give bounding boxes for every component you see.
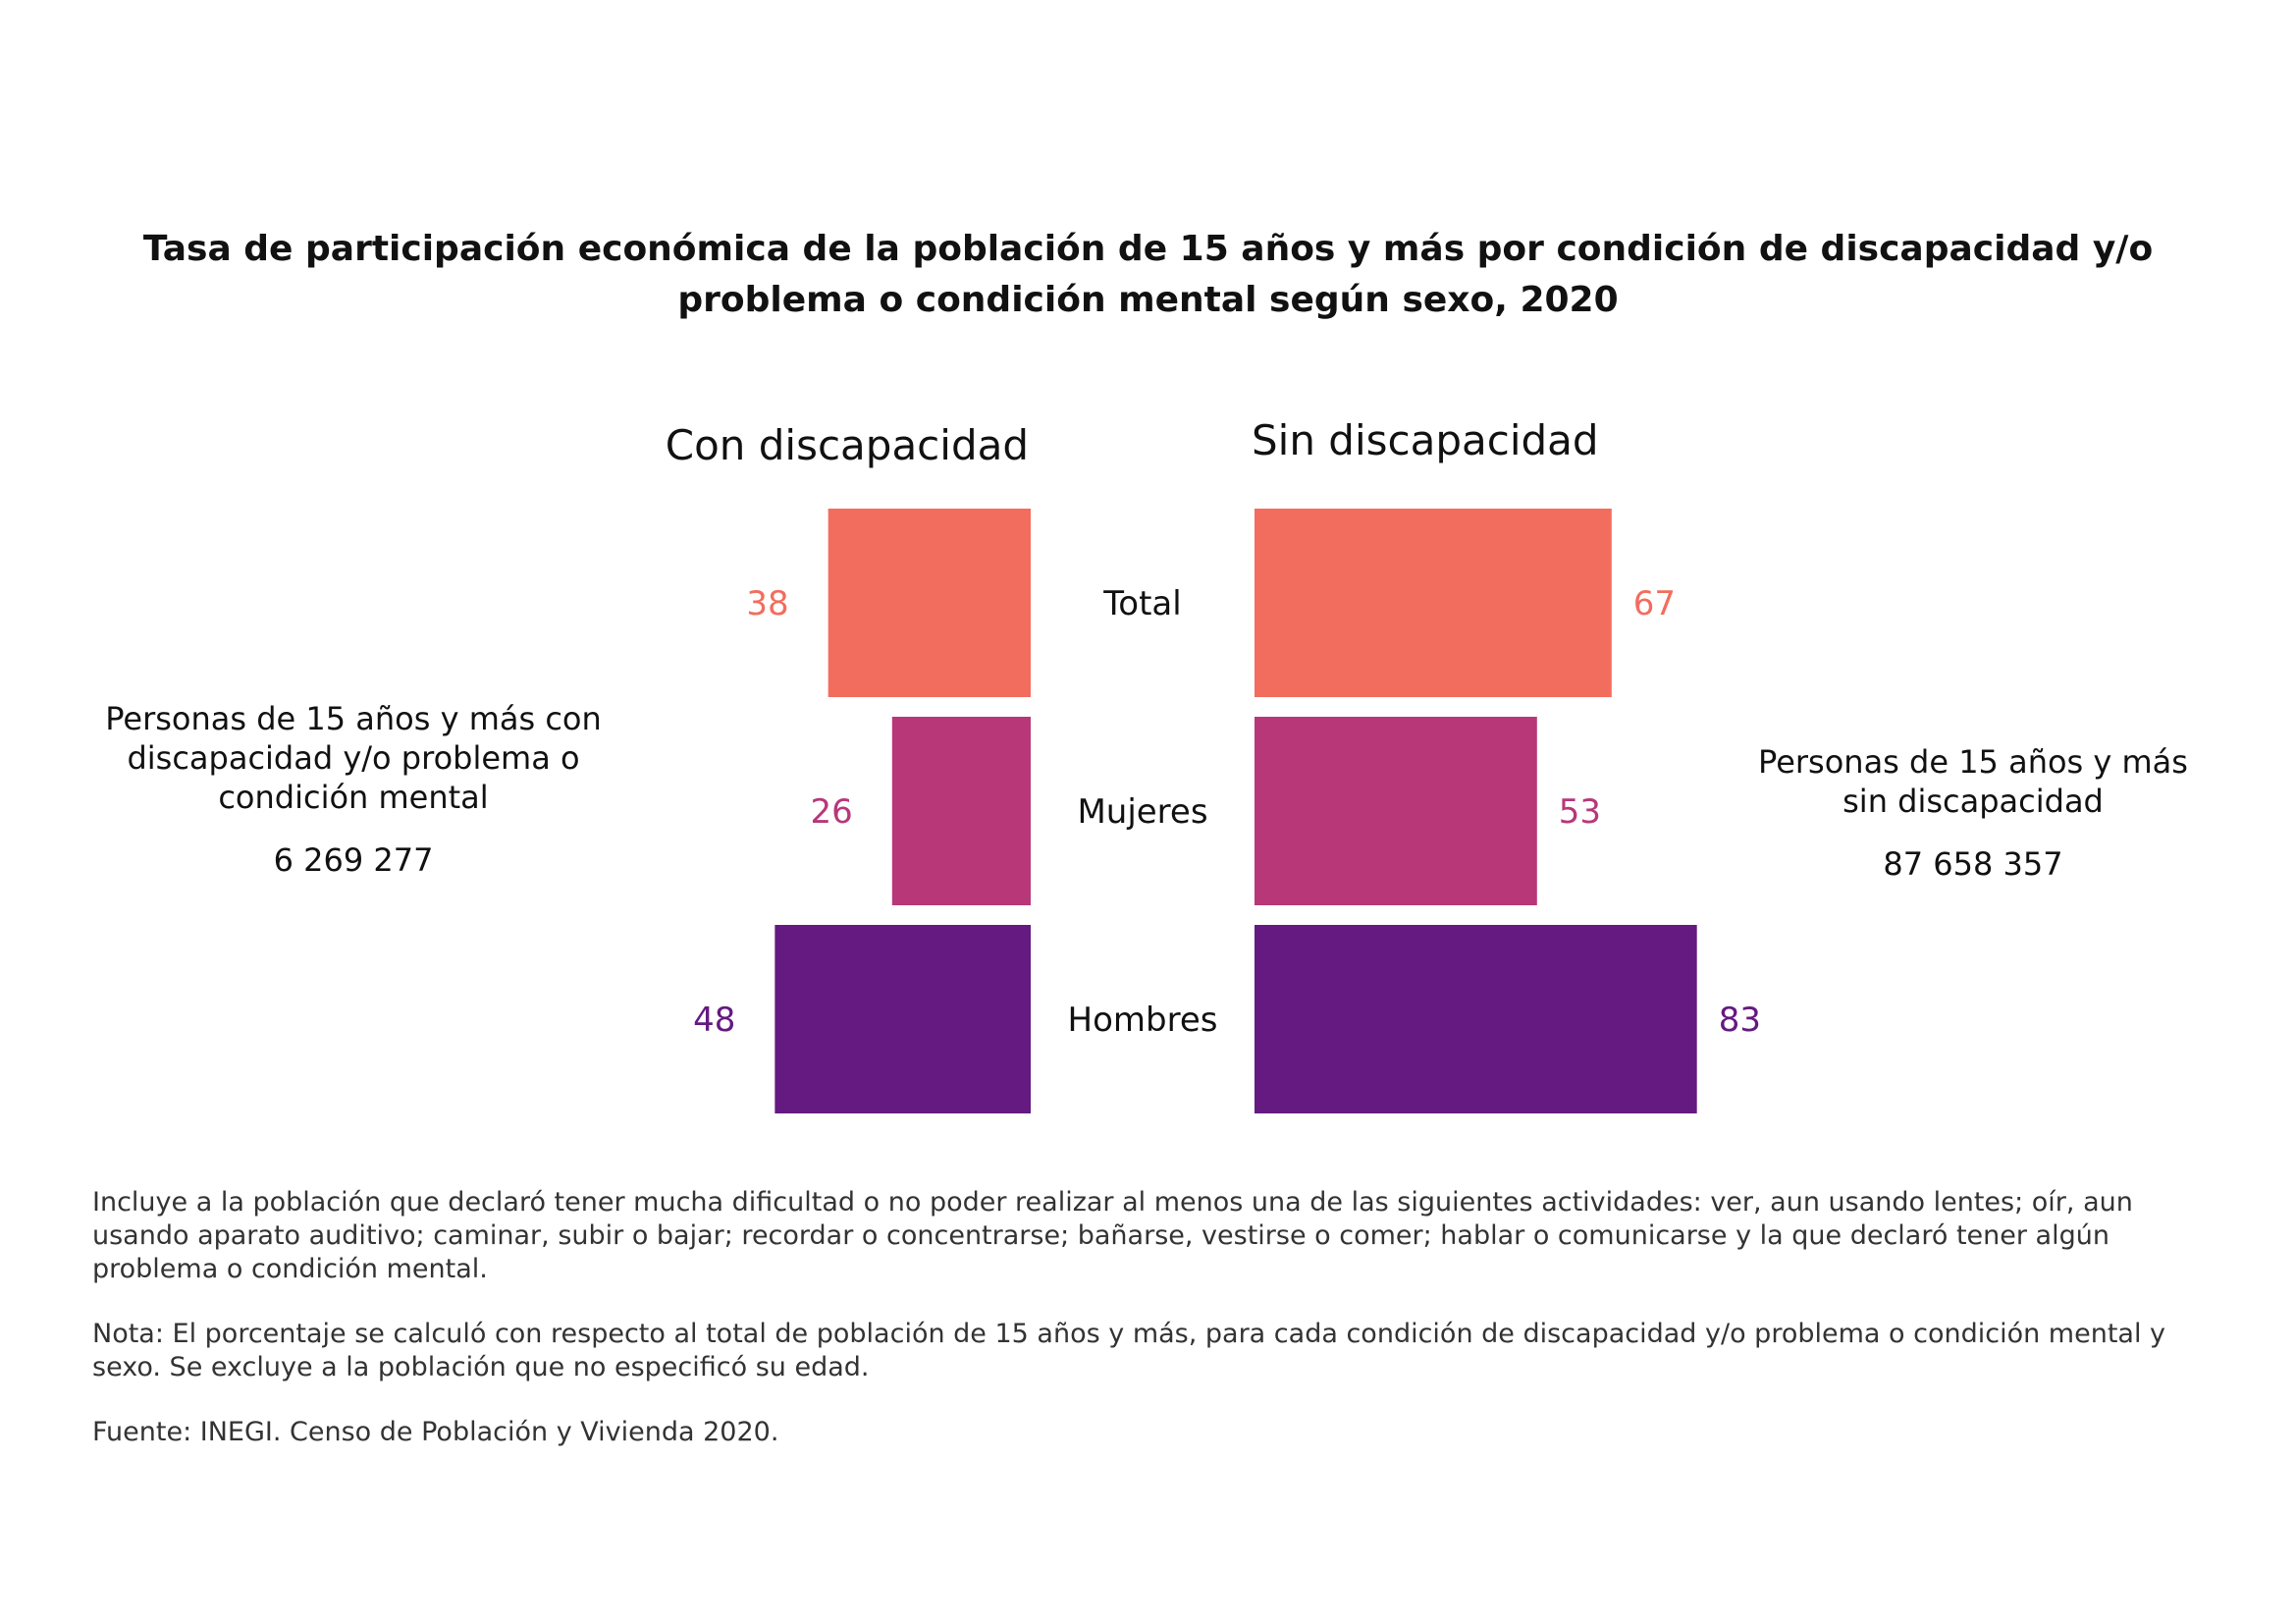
bar-sin-discapacidad-mujeres: [1255, 717, 1537, 905]
value-label-con-discapacidad-hombres: 48: [693, 1001, 735, 1040]
value-label-con-discapacidad-total: 38: [746, 584, 788, 623]
left-population-block: Personas de 15 años y más con discapacid…: [59, 699, 648, 880]
value-label-sin-discapacidad-hombres: 83: [1719, 1001, 1761, 1040]
bar-sin-discapacidad-total: [1255, 509, 1612, 697]
footnotes: Incluye a la población que declaró tener…: [92, 1186, 2232, 1481]
panel-title-con-discapacidad: Con discapacidad: [666, 421, 1029, 469]
left-population-label-line2: discapacidad y/o problema o: [59, 738, 648, 778]
right-population-label-line2: sin discapacidad: [1669, 782, 2277, 821]
left-population-count: 6 269 277: [59, 840, 648, 880]
category-label-total: Total: [1102, 584, 1181, 623]
category-label-mujeres: Mujeres: [1077, 792, 1207, 832]
method-note: Nota: El porcentaje se calculó con respe…: [92, 1318, 2232, 1384]
bar-con-discapacidad-total: [828, 509, 1031, 697]
definition-note: Incluye a la población que declaró tener…: [92, 1186, 2232, 1286]
value-label-con-discapacidad-mujeres: 26: [811, 792, 853, 832]
bar-con-discapacidad-mujeres: [892, 717, 1031, 905]
source-note: Fuente: INEGI. Censo de Población y Vivi…: [92, 1416, 2232, 1449]
value-label-sin-discapacidad-mujeres: 53: [1559, 792, 1601, 832]
right-population-label-line1: Personas de 15 años y más: [1669, 742, 2277, 782]
category-label-hombres: Hombres: [1068, 1001, 1218, 1040]
left-population-label-line3: condición mental: [59, 778, 648, 817]
right-population-count: 87 658 357: [1669, 844, 2277, 884]
bar-con-discapacidad-hombres: [774, 925, 1031, 1113]
right-population-block: Personas de 15 años y más sin discapacid…: [1669, 742, 2277, 884]
panel-title-sin-discapacidad: Sin discapacidad: [1252, 416, 1599, 464]
bar-sin-discapacidad-hombres: [1255, 925, 1697, 1113]
value-label-sin-discapacidad-total: 67: [1633, 584, 1676, 623]
left-population-label-line1: Personas de 15 años y más con: [59, 699, 648, 738]
